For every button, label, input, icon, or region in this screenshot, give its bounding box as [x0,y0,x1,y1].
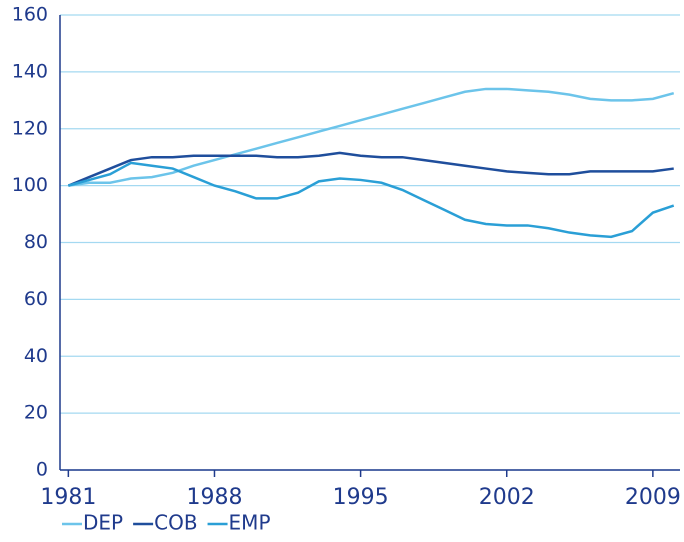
y-tick-label: 80 [24,231,48,253]
x-tick-label: 2002 [479,485,535,510]
y-tick-label: 0 [36,459,48,481]
y-tick-label: 160 [12,4,48,26]
x-tick-label: 1995 [333,485,389,510]
y-tick-label: 20 [24,402,48,424]
y-tick-label: 60 [24,288,48,310]
legend-label: COB [154,511,197,535]
legend-label: EMP [229,511,271,535]
x-tick-label: 1988 [186,485,242,510]
y-tick-label: 140 [12,60,48,82]
y-tick-label: 100 [12,174,48,196]
x-tick-label: 1981 [40,485,96,510]
x-tick-label: 2009 [625,485,681,510]
legend-label: DEP [83,511,123,535]
line-series [68,161,675,239]
line-series [68,87,675,187]
y-tick-label: 120 [12,117,48,139]
y-tick-label: 40 [24,345,48,367]
line-series [67,151,674,187]
